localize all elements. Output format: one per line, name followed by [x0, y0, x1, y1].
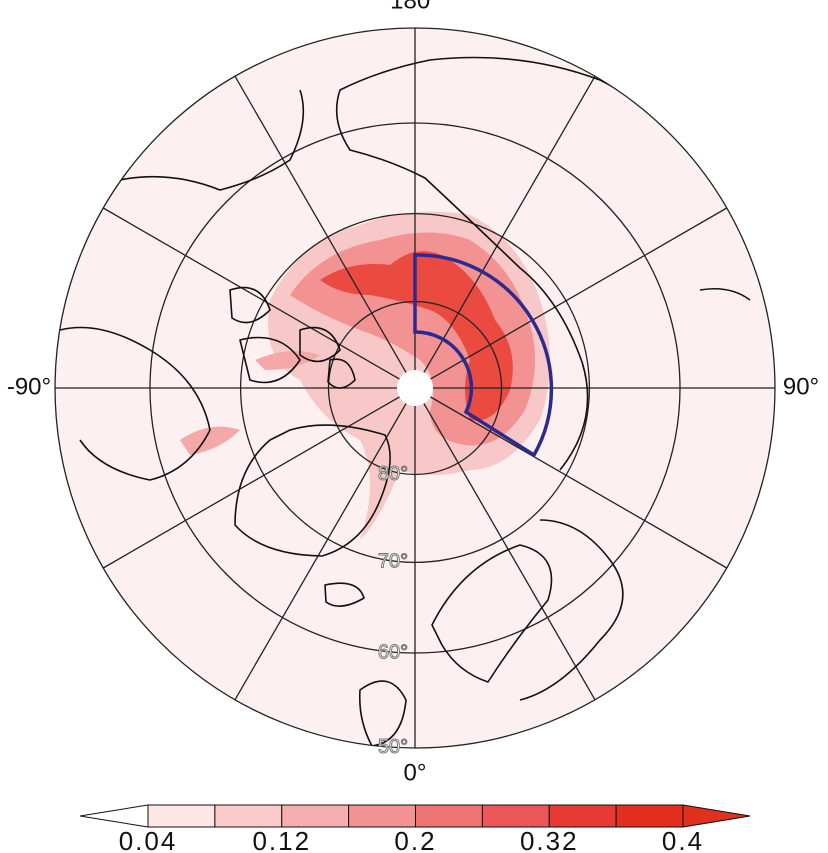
longitude-label: 180° [390, 0, 440, 14]
canada-coast [59, 326, 211, 481]
colorbar: 0.04 0.12 0.2 0.32 0.4 [79, 804, 751, 853]
latitude-circle [54, 27, 776, 749]
europe-coast [519, 519, 624, 701]
longitude-label: 0° [404, 759, 427, 786]
graticule [54, 27, 776, 749]
study-region [413, 253, 554, 458]
longitude-label: -90° [7, 373, 51, 400]
latitude-label: 70° [378, 551, 408, 573]
meridian [414, 387, 596, 701]
latitude-circle [239, 212, 591, 564]
colorbar-triangle [79, 804, 149, 828]
colorbar-box [147, 804, 216, 828]
colorbar-label: 0.32 [520, 826, 579, 853]
alaska-coast [119, 89, 305, 191]
eurasia-coast [335, 56, 701, 471]
meridian [414, 387, 728, 569]
latitude-label: 50° [378, 736, 408, 758]
colorbar-triangle [682, 804, 751, 828]
coastlines [59, 56, 751, 747]
colorbar-label: 0.2 [394, 826, 436, 853]
meridian [234, 75, 416, 389]
meridian [414, 207, 728, 389]
latitude-label: 60° [378, 641, 408, 663]
meridian [414, 75, 596, 389]
colorbar-box [214, 804, 283, 828]
latitude-circle [149, 122, 681, 654]
colorbar-label: 0.12 [252, 826, 311, 853]
shade-high [320, 251, 513, 421]
colorbar-box [481, 804, 550, 828]
colorbar-box [415, 804, 483, 828]
colorbar-box [348, 804, 416, 828]
latitude-label: 80° [378, 463, 408, 485]
colorbar-box [615, 804, 684, 828]
meridian [102, 207, 416, 389]
iceland [324, 582, 365, 607]
siberia-lake [699, 287, 751, 301]
colorbar-box [281, 804, 350, 828]
scandinavia [431, 544, 553, 683]
longitude-label: 90° [783, 373, 819, 400]
pole-hole [397, 370, 433, 406]
britain [358, 680, 407, 747]
colorbar-label: 0.04 [119, 826, 178, 853]
colorbar-label: 0.4 [662, 826, 704, 853]
arctic-islands [229, 286, 356, 389]
colorbar-box [548, 804, 617, 828]
meridian [234, 387, 416, 701]
map-labels: 80° 70° 60° 50° 180° -90° 90° 0° [7, 0, 819, 786]
greenland [234, 424, 391, 557]
shade-patch [180, 351, 320, 455]
meridian [102, 387, 416, 569]
